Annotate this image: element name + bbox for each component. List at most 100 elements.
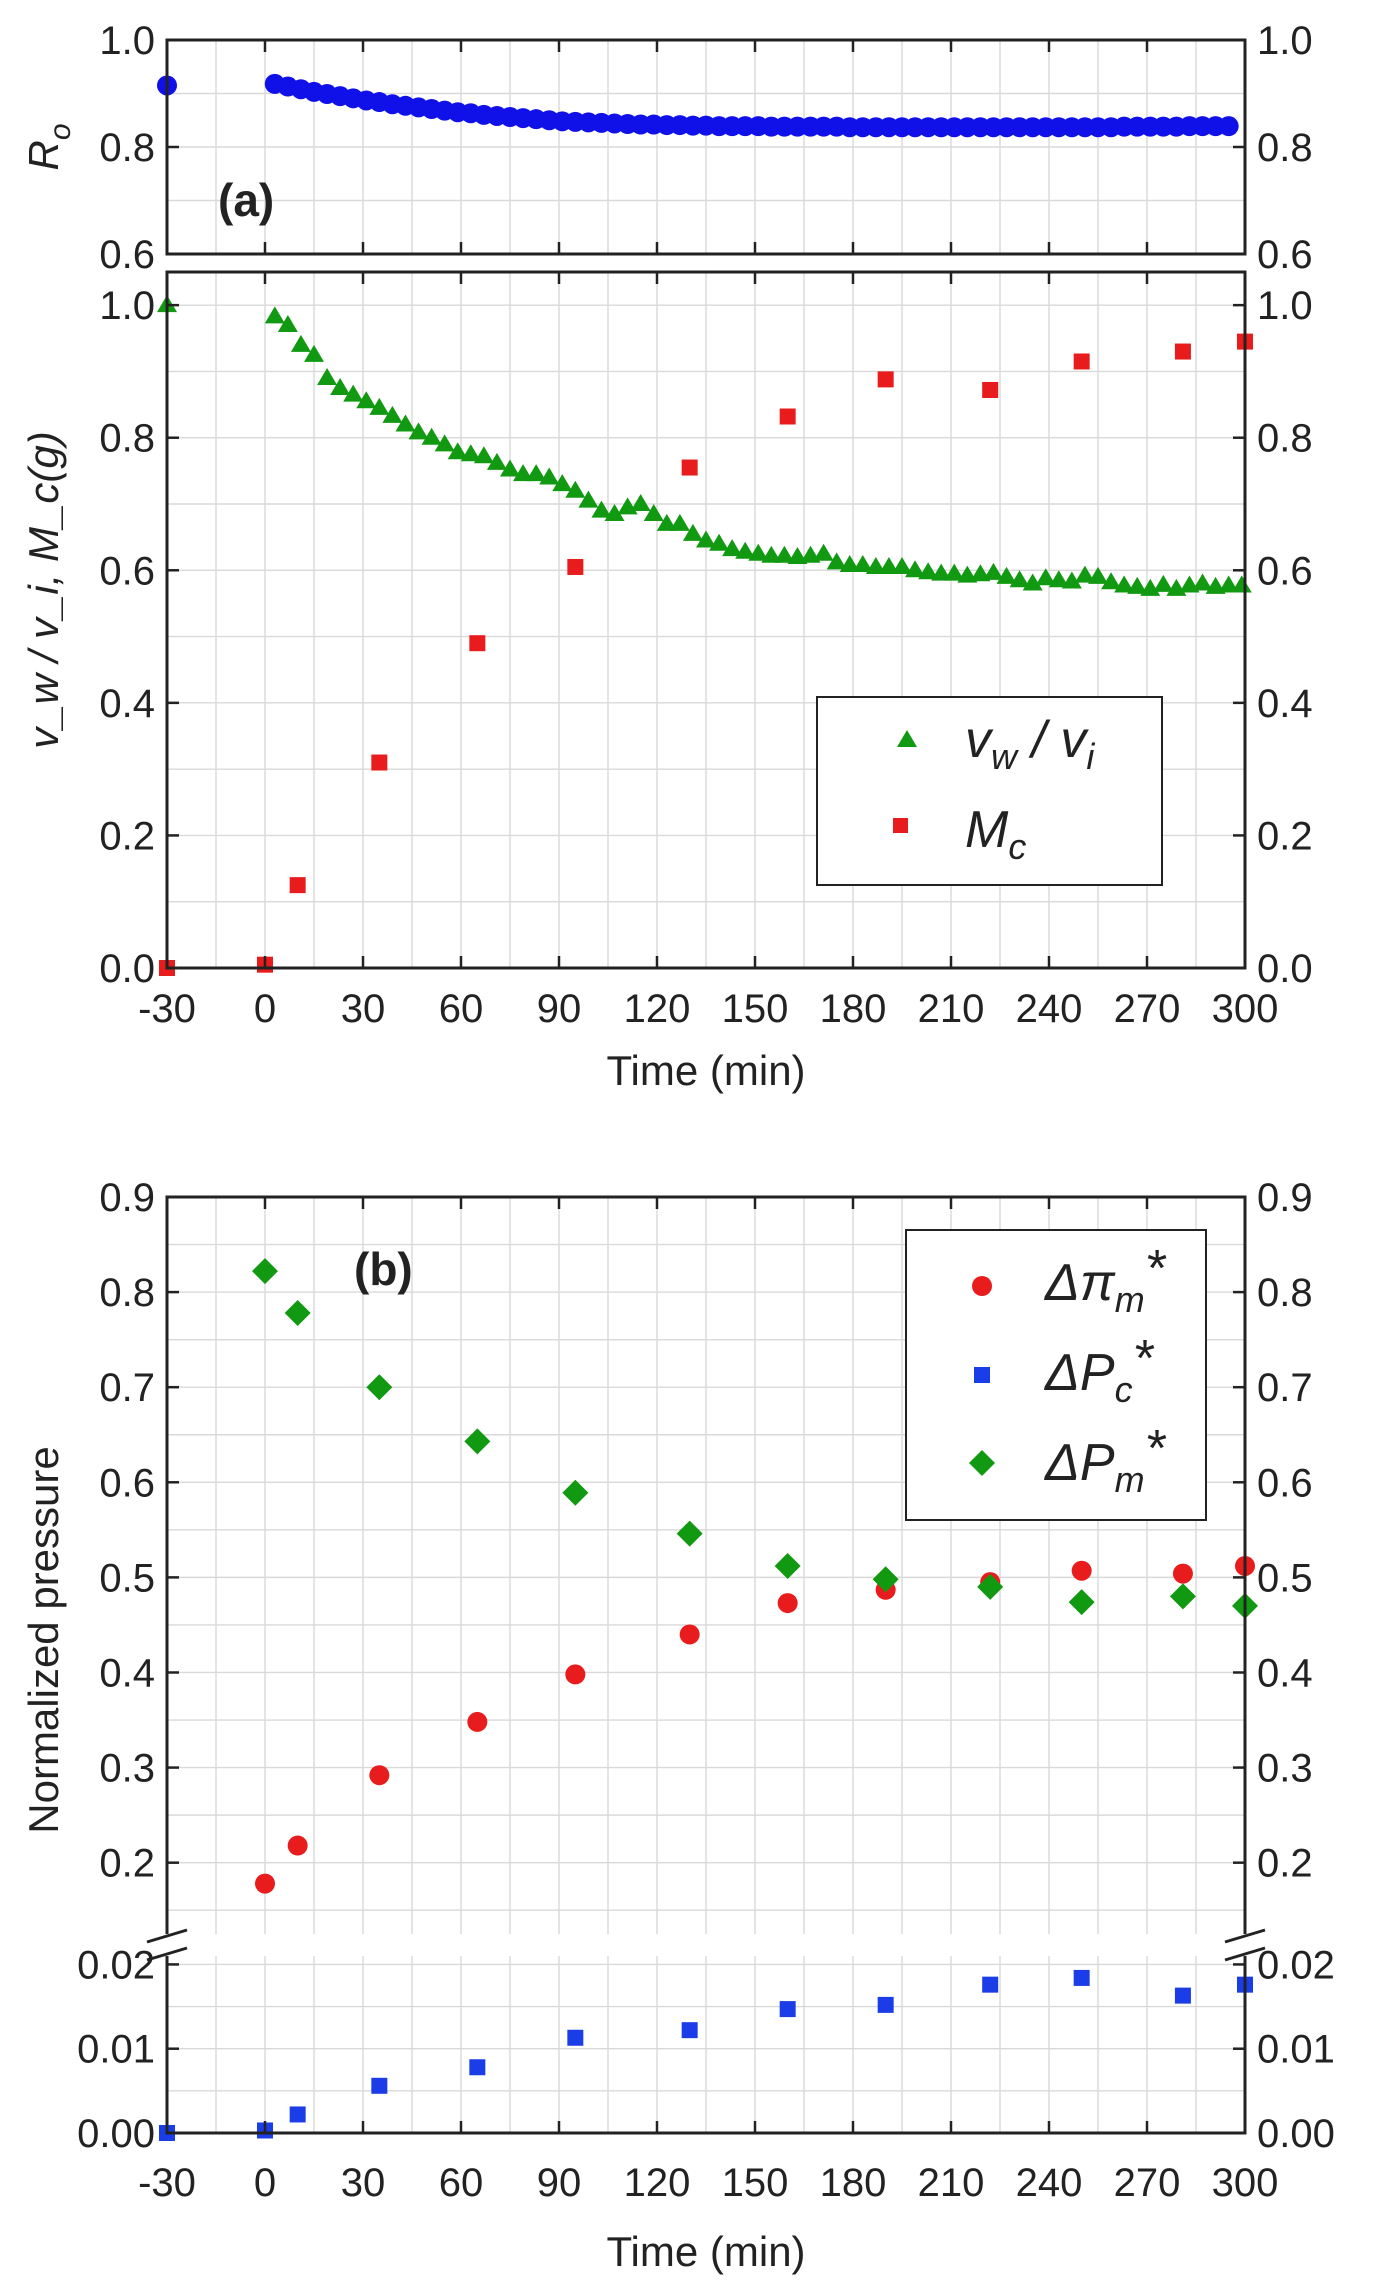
vw-vi-point (591, 500, 612, 518)
legend-label-mc: Mc (965, 801, 1026, 867)
legend-marker-square-red (893, 818, 908, 833)
vw-vi-point (395, 414, 416, 432)
delta-p-m-point (1169, 1583, 1196, 1610)
vw-vi-point (735, 541, 756, 559)
mc-point (469, 635, 486, 652)
vw-mc-x-tick-label: 300 (1212, 987, 1279, 1031)
pressure-lower-y-tick-label-right: 0.01 (1257, 2028, 1335, 2072)
legend-label-vw-vi: vw / vi (965, 711, 1095, 777)
pressure-x-tick-label: 60 (439, 2161, 484, 2205)
delta-pi-m-point (777, 1593, 798, 1614)
vw-vi-point (1101, 572, 1122, 590)
vw-vi-point (356, 391, 377, 409)
pressure-lower-y-tick-label-right: 0.02 (1257, 1943, 1335, 1987)
vw-vi-point (421, 427, 442, 445)
r-o-y-tick-label-right: 0.8 (1257, 126, 1313, 170)
delta-p-c-point (567, 2029, 584, 2046)
r-o-data-points (157, 73, 1239, 138)
vw-mc-y-tick-label-left: 0.6 (99, 549, 155, 593)
pressure-x-tick-label: 180 (820, 2161, 887, 2205)
pressure-upper-y-tick-label-left: 0.5 (99, 1556, 155, 1600)
vw-mc-y-tick-label-right: 0.2 (1257, 814, 1313, 858)
delta-pi-m-point (1172, 1563, 1193, 1584)
delta-p-c-point (982, 1976, 999, 1993)
vw-vi-point (1192, 573, 1213, 591)
vw-vi-point (1218, 575, 1239, 593)
mc-point (289, 877, 306, 894)
vw-mc-x-tick-label: 120 (624, 987, 691, 1031)
pressure-upper-y-tick-label-right: 0.6 (1257, 1461, 1313, 1505)
vw-vi-point (669, 513, 690, 531)
vw-vi-point (643, 503, 664, 521)
vw-mc-x-tick-label: -30 (138, 987, 196, 1031)
r-o-y-tick-label-right: 0.6 (1257, 233, 1313, 277)
vw-vi-point (277, 315, 298, 333)
vw-vi-point (526, 464, 547, 482)
r-o-y-tick-label-right: 1.0 (1257, 19, 1313, 63)
r-o-y-axis-title: Ro (20, 123, 77, 170)
panel-b-label: (b) (354, 1243, 413, 1295)
vw-vi-point (1022, 573, 1043, 591)
pressure-upper-y-tick-label-left: 0.9 (99, 1176, 155, 1220)
delta-p-m-point (1068, 1589, 1095, 1616)
delta-p-m-point (252, 1258, 278, 1285)
delta-pi-m-point (467, 1711, 488, 1732)
delta-p-m-point (464, 1428, 491, 1455)
vw-vi-point (931, 563, 952, 581)
delta-p-m-point (366, 1374, 393, 1401)
pressure-x-tick-label: 150 (722, 2161, 789, 2205)
vw-mc-x-tick-label: 270 (1114, 987, 1181, 1031)
vw-vi-point (1153, 574, 1174, 592)
vw-vi-point (552, 474, 573, 492)
delta-p-c-point (371, 2077, 388, 2094)
mc-point (681, 459, 698, 476)
vw-vi-point (826, 552, 847, 570)
vw-vi-point (1035, 568, 1056, 586)
mc-point (1073, 353, 1090, 370)
vw-vi-point (944, 563, 965, 581)
pressure-upper-y-tick-label-left: 0.6 (99, 1461, 155, 1505)
vw-vi-point (852, 554, 873, 572)
axis-break-marks (140, 1928, 1273, 1962)
vw-vi-point (447, 442, 468, 460)
vw-mc-y-tick-label-left: 0.2 (99, 814, 155, 858)
vw-mc-x-tick-label: 240 (1016, 987, 1083, 1031)
vw-vi-point (918, 562, 939, 580)
mc-point (1174, 343, 1191, 360)
pressure-upper-y-tick-label-right: 0.8 (1257, 1271, 1313, 1315)
delta-pi-m-point (287, 1835, 308, 1856)
vw-vi-point (761, 545, 782, 563)
pressure-x-tick-label: 90 (537, 2161, 582, 2205)
vw-vi-point (813, 543, 834, 561)
vw-mc-y-tick-label-right: 0.6 (1257, 549, 1313, 593)
pressure-lower-frame (165, 1956, 1247, 2135)
vw-vi-point (722, 539, 743, 557)
vw-vi-point (774, 545, 795, 563)
vw-mc-x-tick-label: 90 (537, 987, 582, 1031)
vw-vi-point (865, 556, 886, 574)
legend-label-delta-pi-m: Δπm* (1043, 1240, 1167, 1320)
vw-vi-point (682, 523, 703, 541)
r-o-y-tick-label-left: 0.8 (99, 126, 155, 170)
pressure-upper-y-tick-label-left: 0.4 (99, 1651, 155, 1695)
vw-vi-point (748, 543, 769, 561)
delta-p-c-point (1174, 1987, 1191, 2004)
vw-mc-x-tick-label: 60 (439, 987, 484, 1031)
vw-mc-y-tick-label-right: 0.0 (1257, 947, 1313, 991)
vw-vi-point (1074, 565, 1095, 583)
vw-vi-point (1231, 575, 1252, 593)
pressure-x-tick-label: 210 (918, 2161, 985, 2205)
vw-vi-point (539, 467, 560, 485)
pressure-x-tick-label: 240 (1016, 2161, 1083, 2205)
vw-vi-point (500, 459, 520, 477)
pressure-upper-y-tick-label-right: 0.3 (1257, 1747, 1313, 1791)
vw-mc-plot-frame (165, 270, 1247, 970)
mc-point (982, 381, 999, 398)
pressure-x-tick-label: 270 (1114, 2161, 1181, 2205)
pressure-upper-frame (165, 1195, 1247, 1934)
mc-point (877, 371, 894, 388)
pressure-upper-y-tick-label-left: 0.3 (99, 1747, 155, 1791)
vw-mc-y-tick-label-right: 1.0 (1257, 284, 1313, 328)
r-o-y-tick-label-left: 0.6 (99, 233, 155, 277)
vw-mc-axis-ticks: 0.0 0.0 0.2 0.2 0.4 0.4 0.6 0.6 0.8 0.8 1.0 1.0 -30 0… (99, 272, 1313, 1031)
